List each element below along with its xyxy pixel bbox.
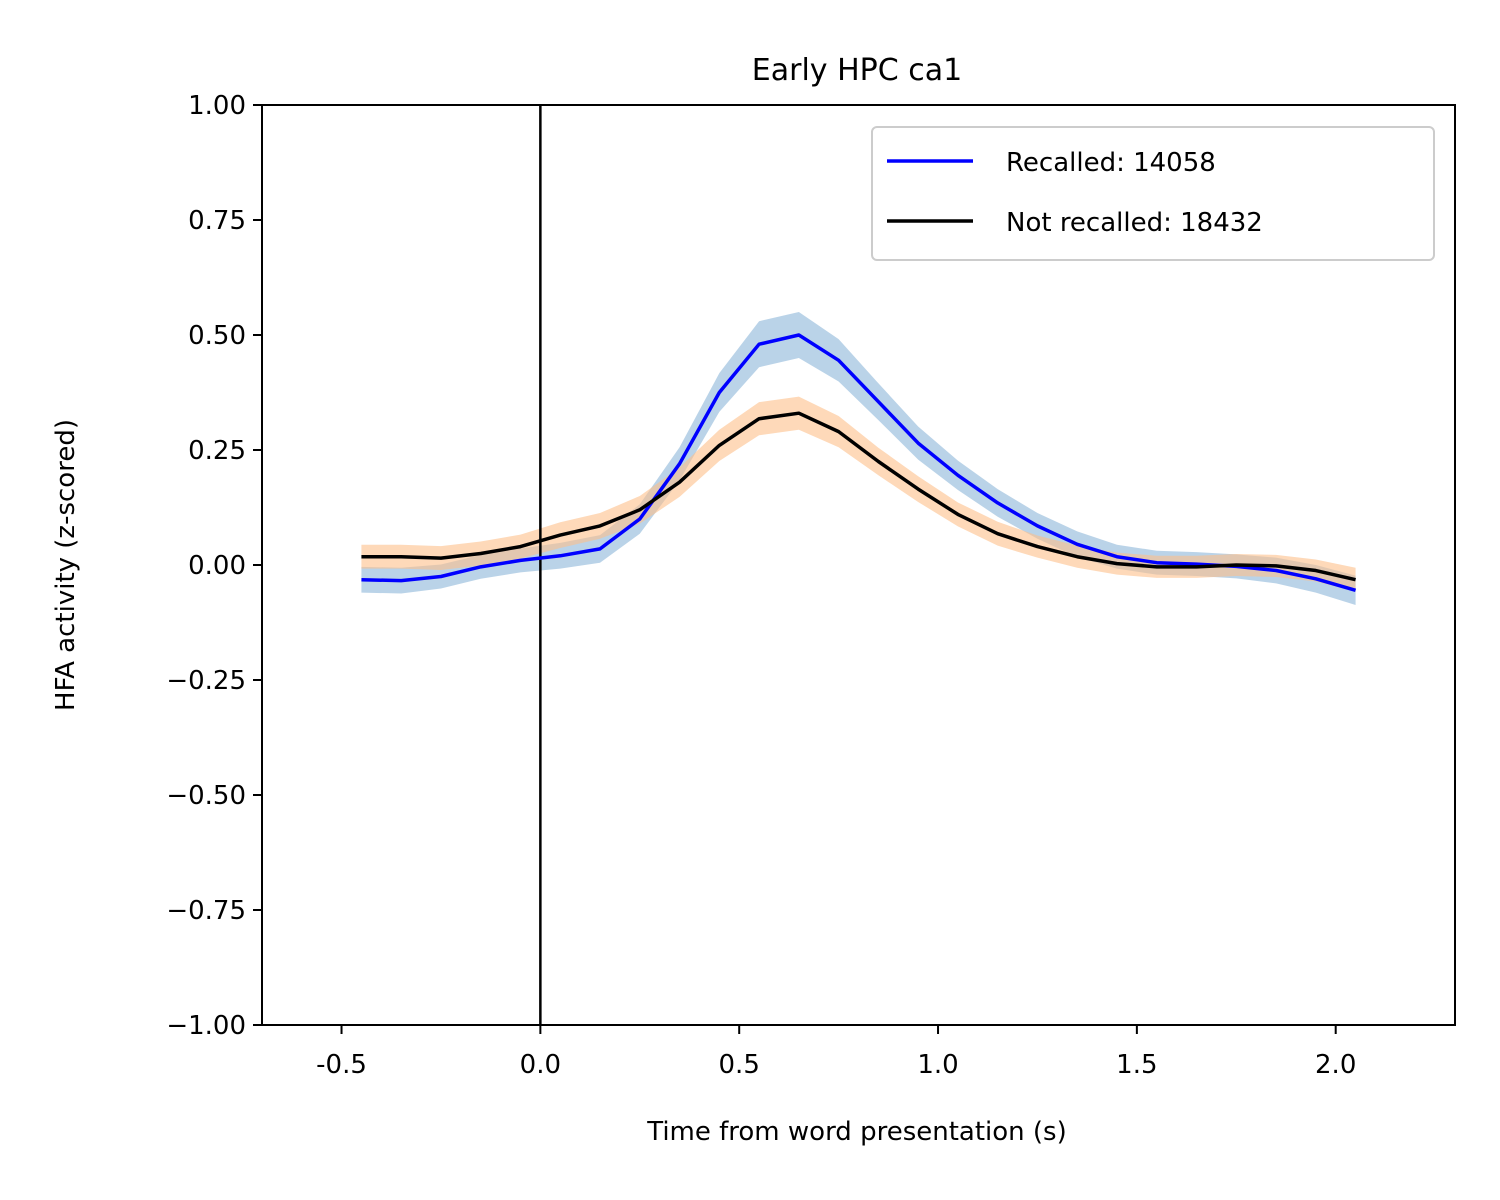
legend-box: [871, 126, 1435, 261]
legend-label-0: Recalled: 14058: [1006, 148, 1216, 178]
x-axis-ticks: -0.5 0.0 0.5 1.0 1.5 2.0: [316, 1025, 1356, 1080]
x-tick-label: 0.5: [719, 1050, 760, 1080]
y-axis-label: HFA activity (z-scored): [51, 419, 81, 711]
y-tick-label: 0.00: [188, 551, 246, 581]
legend-label-1: Not recalled: 18432: [1006, 208, 1263, 238]
x-tick-label: 1.0: [917, 1050, 958, 1080]
y-tick-label: −0.50: [166, 781, 246, 811]
y-tick-label: 1.00: [188, 91, 246, 121]
series-1-band: [361, 396, 1356, 592]
confidence-bands: [361, 312, 1356, 606]
y-tick-label: 0.50: [188, 321, 246, 351]
x-tick-label: -0.5: [316, 1050, 367, 1080]
series-0-line: [361, 333, 1357, 592]
series-lines: [361, 333, 1357, 592]
series-1-line: [361, 411, 1356, 582]
y-tick-label: −1.00: [166, 1011, 246, 1041]
x-tick-label: 1.5: [1116, 1050, 1157, 1080]
x-axis-label: Time from word presentation (s): [646, 1117, 1067, 1147]
x-tick-label: 2.0: [1315, 1050, 1356, 1080]
y-axis-ticks: 1.00 0.75 0.50 0.25 0.00 −0.25 −0.50 −0.75 −1.00: [166, 91, 262, 1041]
y-tick-label: −0.75: [166, 896, 246, 926]
y-tick-label: 0.75: [188, 206, 246, 236]
y-tick-label: 0.25: [188, 436, 246, 466]
chart-title: Early HPC ca1: [752, 53, 962, 88]
y-tick-label: −0.25: [166, 666, 246, 696]
legend: Recalled: 14058 Not recalled: 18432: [871, 126, 1435, 261]
x-tick-label: 0.0: [520, 1050, 561, 1080]
